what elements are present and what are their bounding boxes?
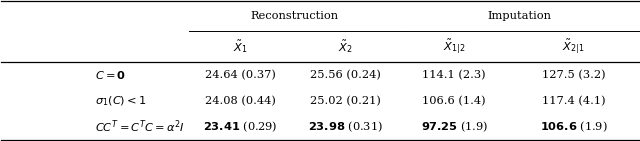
- Text: 114.1 (2.3): 114.1 (2.3): [422, 70, 486, 80]
- Text: 24.08 (0.44): 24.08 (0.44): [205, 96, 276, 106]
- Text: $\tilde{X}_{1|2}$: $\tilde{X}_{1|2}$: [443, 37, 465, 56]
- Text: $\sigma_1(C) < 1$: $\sigma_1(C) < 1$: [95, 94, 147, 108]
- Text: 25.02 (0.21): 25.02 (0.21): [310, 96, 381, 106]
- Text: $\tilde{X}_1$: $\tilde{X}_1$: [233, 38, 248, 55]
- Text: $CC^T = C^TC = \alpha^2 I$: $CC^T = C^TC = \alpha^2 I$: [95, 118, 185, 135]
- Text: $\tilde{X}_{2|1}$: $\tilde{X}_{2|1}$: [563, 37, 585, 56]
- Text: Reconstruction: Reconstruction: [250, 11, 339, 21]
- Text: $\tilde{X}_2$: $\tilde{X}_2$: [338, 38, 353, 55]
- Text: 25.56 (0.24): 25.56 (0.24): [310, 70, 381, 80]
- Text: 106.6 (1.4): 106.6 (1.4): [422, 96, 486, 106]
- Text: $\mathbf{23.41}$ (0.29): $\mathbf{23.41}$ (0.29): [203, 119, 277, 134]
- Text: Imputation: Imputation: [488, 11, 552, 21]
- Text: 24.64 (0.37): 24.64 (0.37): [205, 70, 276, 80]
- Text: 117.4 (4.1): 117.4 (4.1): [541, 96, 605, 106]
- Text: $\mathbf{97.25}$ (1.9): $\mathbf{97.25}$ (1.9): [420, 119, 488, 134]
- Text: 127.5 (3.2): 127.5 (3.2): [541, 70, 605, 80]
- Text: $C = \mathbf{0}$: $C = \mathbf{0}$: [95, 69, 127, 81]
- Text: $\mathbf{23.98}$ (0.31): $\mathbf{23.98}$ (0.31): [308, 119, 383, 134]
- Text: $\mathbf{106.6}$ (1.9): $\mathbf{106.6}$ (1.9): [540, 119, 607, 134]
